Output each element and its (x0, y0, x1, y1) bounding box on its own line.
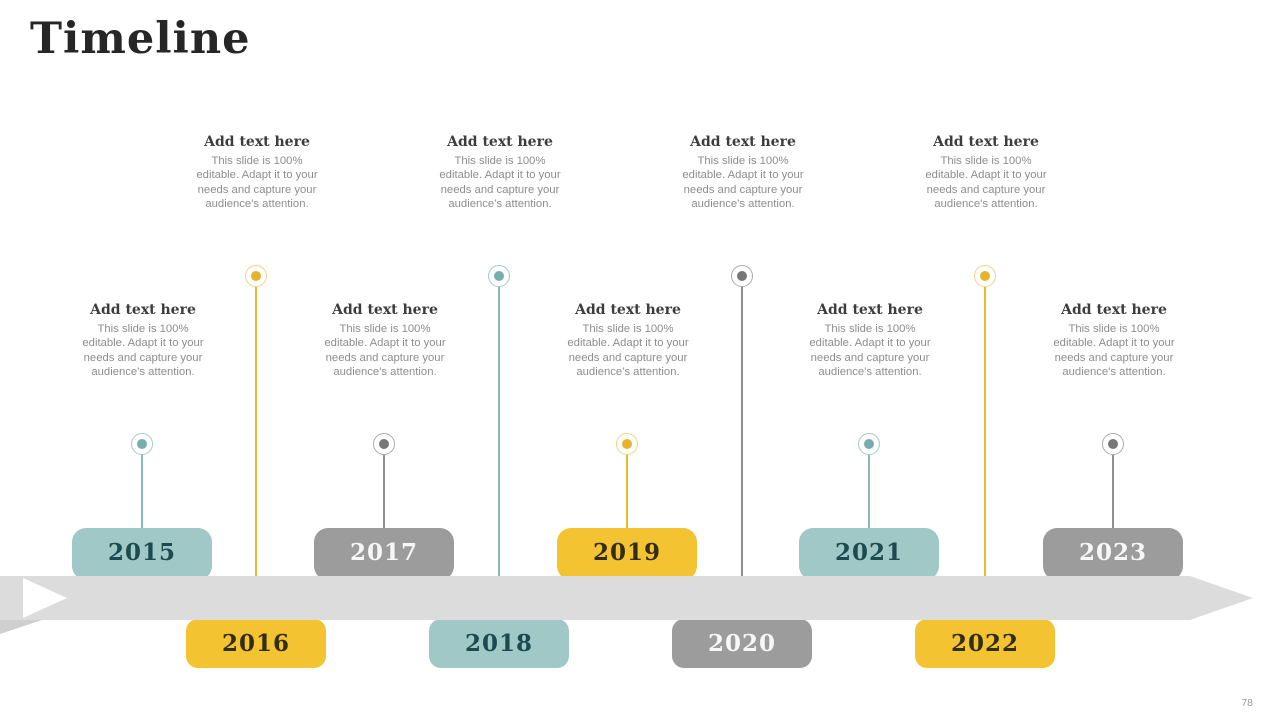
text-block-body: This slide is 100% editable. Adapt it to… (324, 323, 446, 379)
text-block-heading: Add text here (1061, 302, 1167, 318)
text-block-body: This slide is 100% editable. Adapt it to… (682, 155, 804, 211)
marker-dot-icon (137, 439, 147, 449)
connector-line-2023 (1112, 455, 1114, 528)
timeline-marker-2015 (131, 433, 153, 455)
text-block-body: This slide is 100% editable. Adapt it to… (925, 155, 1047, 211)
connector-line-2021 (868, 455, 870, 528)
timeline-marker-2018 (488, 265, 510, 287)
page-title: Timeline (30, 14, 251, 64)
timeline-marker-2017 (373, 433, 395, 455)
text-block-body: This slide is 100% editable. Adapt it to… (82, 323, 204, 379)
year-box-2022: 2022 (915, 619, 1055, 668)
text-block-2018: Add text here This slide is 100% editabl… (433, 134, 567, 212)
marker-dot-icon (864, 439, 874, 449)
timeline-marker-2022 (974, 265, 996, 287)
arrow-band-fold (0, 620, 42, 634)
text-block-body: This slide is 100% editable. Adapt it to… (567, 323, 689, 379)
connector-line-2016 (255, 287, 257, 576)
page-number: 78 (1241, 697, 1253, 709)
marker-dot-icon (1108, 439, 1118, 449)
text-block-heading: Add text here (204, 134, 310, 150)
text-block-body: This slide is 100% editable. Adapt it to… (196, 155, 318, 211)
marker-dot-icon (737, 271, 747, 281)
connector-line-2015 (141, 455, 143, 528)
year-box-2018: 2018 (429, 619, 569, 668)
marker-dot-icon (251, 271, 261, 281)
year-box-2020: 2020 (672, 619, 812, 668)
timeline-marker-2020 (731, 265, 753, 287)
text-block-2017: Add text here This slide is 100% editabl… (318, 302, 452, 380)
text-block-heading: Add text here (447, 134, 553, 150)
year-box-2017: 2017 (314, 528, 454, 580)
timeline-marker-2021 (858, 433, 880, 455)
text-block-2015: Add text here This slide is 100% editabl… (76, 302, 210, 380)
arrow-band-shape (0, 576, 1253, 620)
marker-dot-icon (494, 271, 504, 281)
text-block-2022: Add text here This slide is 100% editabl… (919, 134, 1053, 212)
arrow-band-notch (23, 578, 67, 618)
year-box-2019: 2019 (557, 528, 697, 580)
text-block-heading: Add text here (933, 134, 1039, 150)
marker-dot-icon (622, 439, 632, 449)
year-box-2023: 2023 (1043, 528, 1183, 580)
year-box-2015: 2015 (72, 528, 212, 580)
timeline-marker-2019 (616, 433, 638, 455)
text-block-heading: Add text here (90, 302, 196, 318)
text-block-body: This slide is 100% editable. Adapt it to… (809, 323, 931, 379)
text-block-2020: Add text here This slide is 100% editabl… (676, 134, 810, 212)
timeline-marker-2023 (1102, 433, 1124, 455)
year-box-2021: 2021 (799, 528, 939, 580)
connector-line-2017 (383, 455, 385, 528)
year-box-2016: 2016 (186, 619, 326, 668)
connector-line-2018 (498, 287, 500, 576)
marker-dot-icon (379, 439, 389, 449)
text-block-2021: Add text here This slide is 100% editabl… (803, 302, 937, 380)
text-block-heading: Add text here (575, 302, 681, 318)
text-block-2016: Add text here This slide is 100% editabl… (190, 134, 324, 212)
text-block-body: This slide is 100% editable. Adapt it to… (439, 155, 561, 211)
text-block-heading: Add text here (690, 134, 796, 150)
timeline-marker-2016 (245, 265, 267, 287)
marker-dot-icon (980, 271, 990, 281)
text-block-heading: Add text here (817, 302, 923, 318)
text-block-heading: Add text here (332, 302, 438, 318)
connector-line-2022 (984, 287, 986, 576)
connector-line-2019 (626, 455, 628, 528)
connector-line-2020 (741, 287, 743, 576)
text-block-body: This slide is 100% editable. Adapt it to… (1053, 323, 1175, 379)
text-block-2023: Add text here This slide is 100% editabl… (1047, 302, 1181, 380)
text-block-2019: Add text here This slide is 100% editabl… (561, 302, 695, 380)
